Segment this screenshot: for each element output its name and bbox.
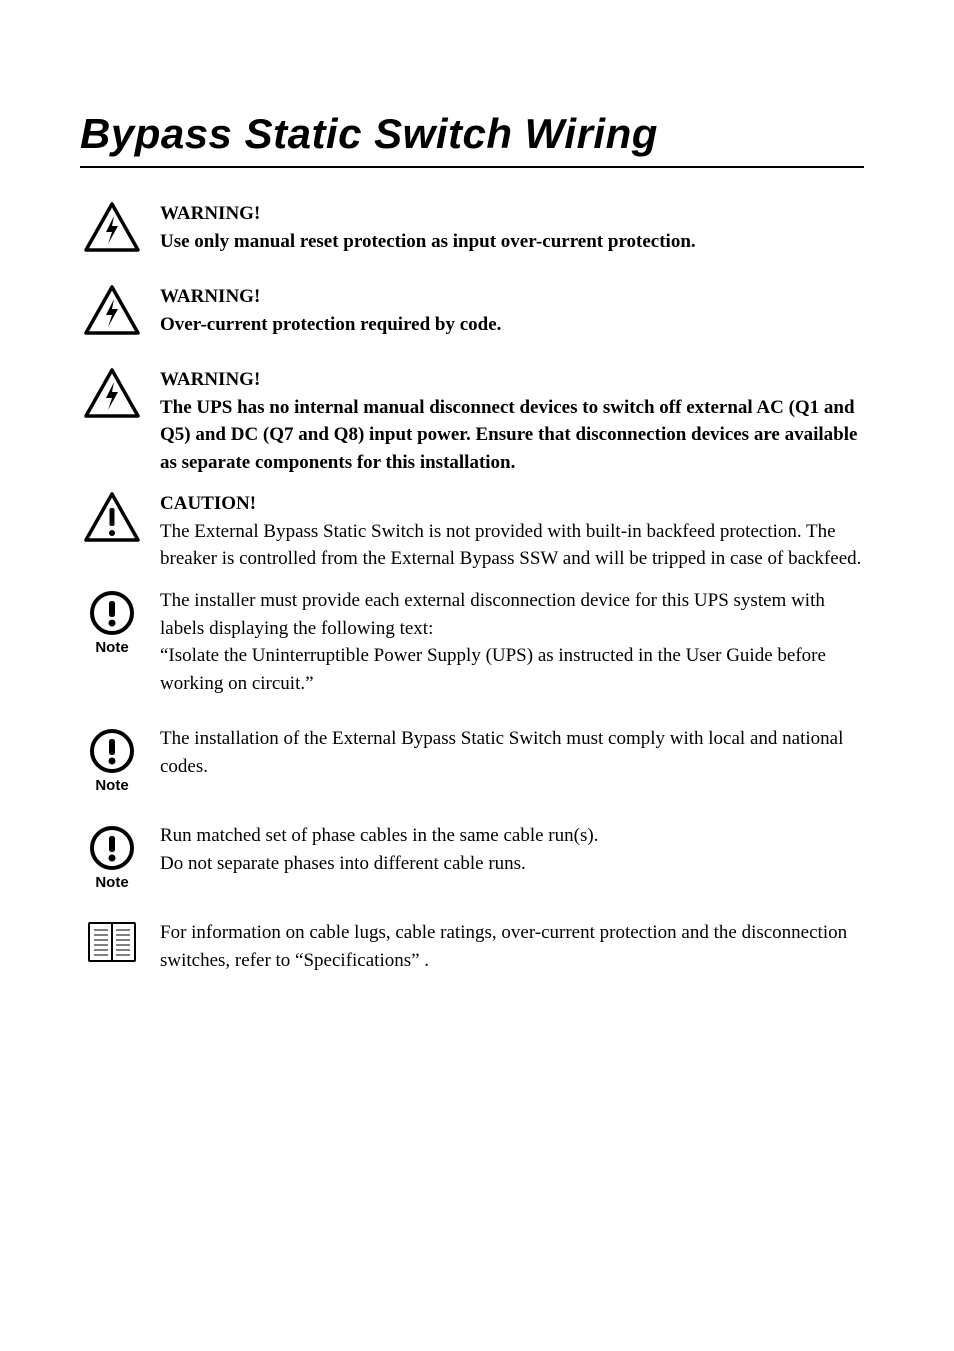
note-label: Note (95, 777, 128, 794)
notice-content: The installer must provide each external… (160, 587, 864, 697)
notice-content: For information on cable lugs, cable rat… (160, 919, 864, 974)
warning-bolt-icon (80, 283, 144, 335)
note-icon: Note (80, 725, 144, 794)
note-block-2: Note The installation of the External By… (80, 725, 864, 794)
warning-block-1: WARNING! Use only manual reset protectio… (80, 200, 864, 255)
notice-text: Over-current protection required by code… (160, 314, 501, 335)
notice-content: Run matched set of phase cables in the s… (160, 822, 864, 877)
notice-text: The installer must provide each external… (160, 590, 826, 694)
notice-text: Use only manual reset protection as inpu… (160, 231, 696, 252)
notice-content: CAUTION! The External Bypass Static Swit… (160, 490, 864, 573)
note-label: Note (95, 639, 128, 656)
caution-icon (80, 490, 144, 542)
warning-block-2: WARNING! Over-current protection require… (80, 283, 864, 338)
notice-text: For information on cable lugs, cable rat… (160, 922, 847, 971)
page-title: Bypass Static Switch Wiring (80, 110, 864, 158)
notice-heading: WARNING! (160, 283, 864, 311)
notice-content: WARNING! The UPS has no internal manual … (160, 366, 864, 476)
warning-bolt-icon (80, 366, 144, 418)
notice-content: The installation of the External Bypass … (160, 725, 864, 780)
note-block-3: Note Run matched set of phase cables in … (80, 822, 864, 891)
warning-bolt-icon (80, 200, 144, 252)
warning-block-3: WARNING! The UPS has no internal manual … (80, 366, 864, 476)
notice-text: The installation of the External Bypass … (160, 728, 843, 777)
notice-content: WARNING! Use only manual reset protectio… (160, 200, 864, 255)
title-rule (80, 166, 864, 168)
note-block-1: Note The installer must provide each ext… (80, 587, 864, 697)
note-label: Note (95, 874, 128, 891)
notice-heading: WARNING! (160, 200, 864, 228)
notice-text: Run matched set of phase cables in the s… (160, 825, 598, 874)
notice-content: WARNING! Over-current protection require… (160, 283, 864, 338)
notice-heading: CAUTION! (160, 490, 864, 518)
note-icon: Note (80, 822, 144, 891)
book-icon (80, 919, 144, 963)
notice-text: The External Bypass Static Switch is not… (160, 521, 861, 570)
caution-block: CAUTION! The External Bypass Static Swit… (80, 490, 864, 573)
note-icon: Note (80, 587, 144, 656)
notice-text: The UPS has no internal manual disconnec… (160, 397, 857, 473)
notice-heading: WARNING! (160, 366, 864, 394)
reference-block: For information on cable lugs, cable rat… (80, 919, 864, 974)
